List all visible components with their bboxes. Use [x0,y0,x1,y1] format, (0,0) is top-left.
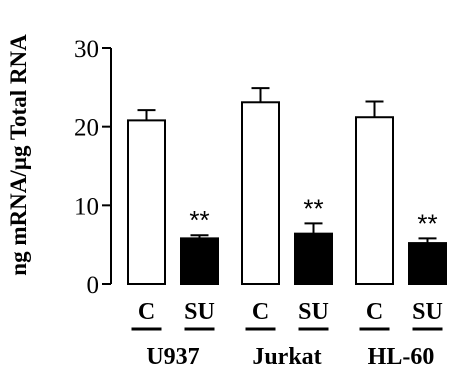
category-label: C [252,299,269,325]
group-label: U937 [146,344,199,370]
axes: 0 10 20 30 [74,36,112,299]
category-label: C [138,299,155,325]
significance-marker: ** [303,193,323,223]
y-tick-label: 10 [74,193,99,220]
significance-marker: ** [417,208,437,238]
y-tick-label: 20 [74,115,99,142]
significance-marker: ** [189,205,209,235]
category-label: SU [412,299,443,325]
y-tick-label: 30 [74,36,99,63]
bar-jurkat-su [294,232,333,286]
category-label: SU [184,299,215,325]
labels: C ** SU U937 C ** SU Jurkat C ** SU HL-60 [131,193,443,370]
bar-jurkat-c [241,101,280,285]
bar-u937-su [180,237,219,286]
group-label: HL-60 [368,344,435,370]
group-label: Jurkat [252,344,321,370]
category-label: SU [298,299,329,325]
y-tick-label: 0 [87,272,100,299]
bar-hl-60-c [355,116,394,285]
y-axis-label: ng mRNA/µg Total RNA [6,34,31,276]
bars [127,87,447,286]
bar-hl-60-su [408,242,447,286]
bar-u937-c [127,119,166,285]
category-label: C [366,299,383,325]
